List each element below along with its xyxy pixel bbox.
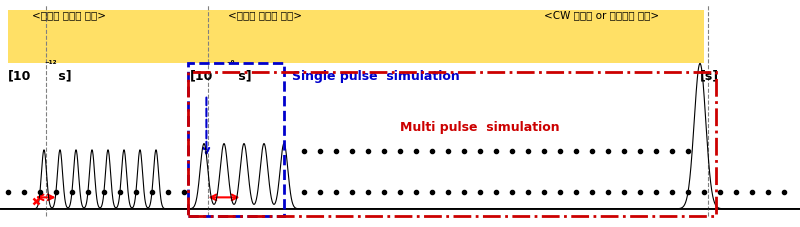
Text: [10: [10 [8,69,31,83]
Text: s]: s] [54,69,72,83]
Text: [s]: [s] [700,69,719,83]
Text: <피코초 레이저 영역>: <피코초 레이저 영역> [32,10,106,20]
Text: ⁻¹²: ⁻¹² [45,60,58,69]
Text: Single pulse  simulation: Single pulse simulation [292,69,460,83]
Text: Multi pulse  simulation: Multi pulse simulation [400,121,560,134]
Text: s]: s] [234,69,252,83]
Text: <CW 레이저 or 공작기계 영역>: <CW 레이저 or 공작기계 영역> [544,10,659,20]
Text: [10: [10 [190,69,213,83]
Text: ⁻⁹: ⁻⁹ [226,60,235,69]
Bar [188,64,284,216]
Bar [8,11,704,64]
Bar [188,73,716,216]
Text: <나노초 레이저 영역>: <나노초 레이저 영역> [228,10,302,20]
